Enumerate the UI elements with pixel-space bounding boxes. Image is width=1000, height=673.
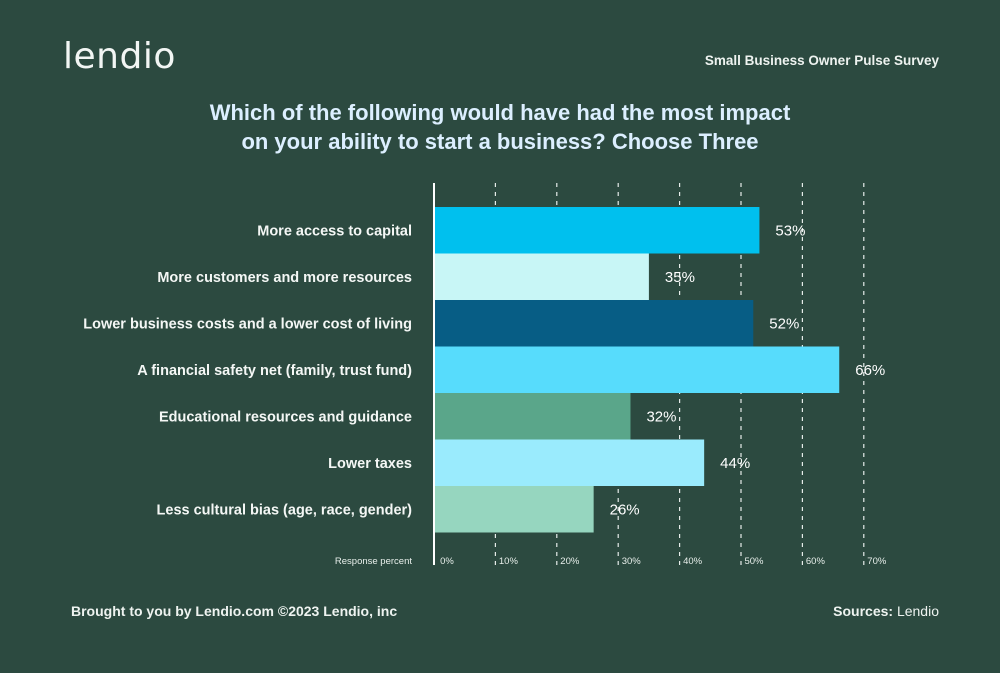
value-label-0: 53%: [775, 222, 805, 239]
value-label-5: 44%: [720, 455, 750, 472]
chart-title-line-2: on your ability to start a business? Cho…: [241, 129, 759, 154]
value-label-6: 26%: [610, 501, 640, 518]
footer-sources: Sources: Lendio: [833, 603, 939, 619]
category-label-1: More customers and more resources: [157, 270, 412, 286]
tick-label-50: 50%: [744, 556, 764, 567]
category-label-0: More access to capital: [257, 223, 412, 239]
tick-label-0: 0%: [440, 556, 454, 567]
footer-credit: Brought to you by Lendio.com ©2023 Lendi…: [71, 603, 398, 619]
category-label-5: Lower taxes: [328, 456, 412, 472]
category-label-6: Less cultural bias (age, race, gender): [157, 502, 413, 518]
bar-3: [434, 346, 840, 393]
value-label-3: 66%: [855, 362, 885, 379]
bar-2: [434, 300, 754, 347]
bar-5: [434, 439, 705, 486]
survey-name: Small Business Owner Pulse Survey: [704, 53, 939, 68]
tick-label-20: 20%: [560, 556, 580, 567]
value-label-1: 35%: [665, 269, 695, 286]
sources-label: Sources:: [833, 603, 894, 619]
bar-4: [434, 393, 631, 440]
chart-title: Which of the following would have had th…: [0, 98, 1000, 156]
bar-1: [434, 253, 649, 300]
tick-label-30: 30%: [622, 556, 642, 567]
tick-label-10: 10%: [499, 556, 519, 567]
chart-title-line-1: Which of the following would have had th…: [209, 100, 791, 125]
x-axis-title: Response percent: [335, 556, 412, 567]
tick-label-40: 40%: [683, 556, 703, 567]
bar-6: [434, 486, 594, 533]
value-label-4: 32%: [646, 408, 676, 425]
bar-0: [434, 207, 760, 254]
category-label-4: Educational resources and guidance: [159, 409, 412, 425]
lendio-logo: lendio: [63, 36, 176, 77]
tick-label-70: 70%: [867, 556, 887, 567]
value-label-2: 52%: [769, 315, 799, 332]
tick-label-60: 60%: [806, 556, 826, 567]
sources-value: Lendio: [896, 603, 939, 619]
category-label-3: A financial safety net (family, trust fu…: [137, 363, 412, 379]
category-label-2: Lower business costs and a lower cost of…: [83, 316, 412, 332]
